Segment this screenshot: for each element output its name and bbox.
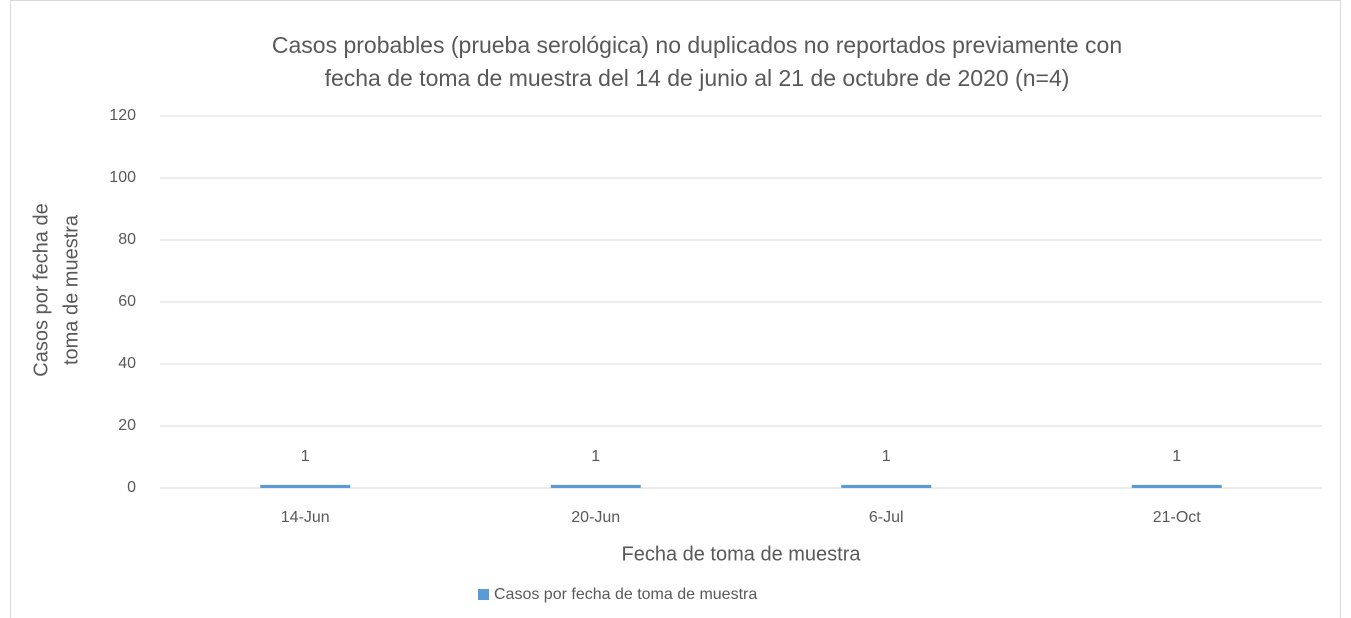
y-axis-title: Casos por fecha de	[30, 203, 52, 376]
bar	[841, 484, 932, 488]
y-tick-label: 20	[118, 417, 136, 434]
bar	[550, 484, 641, 488]
bar	[1131, 484, 1222, 488]
x-tick-label: 20-Jun	[571, 509, 620, 526]
y-axis-title: toma de muestra	[60, 214, 82, 365]
y-tick-label: 40	[118, 355, 136, 372]
chart-title: Casos probables (prueba serológica) no d…	[272, 32, 1122, 58]
x-tick-label: 14-Jun	[281, 509, 330, 526]
y-tick-label: 60	[118, 293, 136, 310]
x-tick-label: 21-Oct	[1153, 509, 1202, 526]
bar	[260, 484, 351, 488]
y-tick-label: 100	[109, 169, 136, 186]
x-tick-label: 6-Jul	[869, 509, 904, 526]
chart-frame	[10, 0, 1341, 618]
data-label: 1	[591, 448, 600, 465]
data-label: 1	[882, 448, 891, 465]
legend-swatch	[478, 589, 489, 600]
data-label: 1	[301, 448, 310, 465]
y-tick-label: 0	[127, 479, 136, 496]
y-tick-label: 80	[118, 231, 136, 248]
data-label: 1	[1172, 448, 1181, 465]
chart-title: fecha de toma de muestra del 14 de junio…	[325, 65, 1070, 91]
legend-label: Casos por fecha de toma de muestra	[494, 586, 757, 603]
x-axis-title: Fecha de toma de muestra	[621, 543, 861, 565]
y-tick-label: 120	[109, 107, 136, 124]
